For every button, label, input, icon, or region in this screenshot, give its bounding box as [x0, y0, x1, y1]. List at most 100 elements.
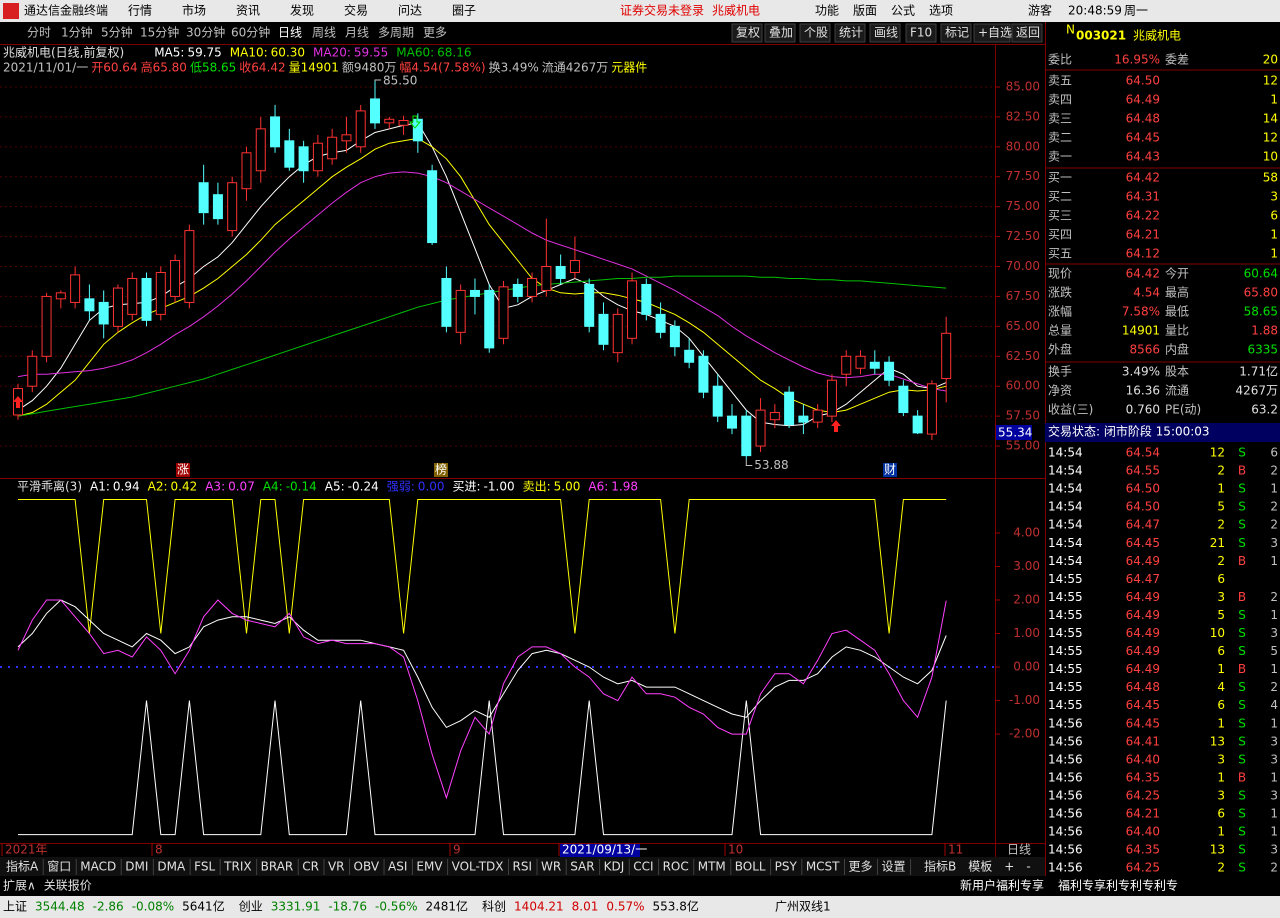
indicator-tab[interactable]: SAR	[570, 860, 594, 874]
label: 流通	[1165, 384, 1189, 398]
indicator-tab[interactable]: PSY	[775, 860, 798, 874]
action-button[interactable]: 统计	[839, 26, 863, 40]
candle-body	[412, 118, 423, 142]
action-button[interactable]: F10	[910, 26, 932, 40]
y-tick-label: 60.00	[1006, 379, 1040, 393]
indicator-tab[interactable]: MTM	[698, 860, 726, 874]
indicator-tab[interactable]: 指标B	[924, 859, 956, 874]
indicator-tab[interactable]: ASI	[388, 860, 407, 874]
indicator-tab[interactable]: FSL	[194, 860, 215, 874]
indicator-tab[interactable]: CCI	[633, 860, 653, 874]
menu-item[interactable]: 资讯	[236, 4, 260, 18]
candle-body	[284, 140, 295, 168]
label: 股本	[1165, 365, 1189, 379]
label: 委差	[1165, 53, 1189, 67]
action-button[interactable]: 叠加	[769, 26, 793, 40]
period-tab[interactable]: 月线	[345, 26, 369, 40]
bottom-tab[interactable]: 关联报价	[44, 878, 92, 893]
indicator-tab[interactable]: +	[1004, 860, 1014, 874]
action-button[interactable]: 返回	[1016, 26, 1040, 40]
date-label: 8	[155, 843, 163, 857]
indicator-tab[interactable]: TRIX	[223, 860, 251, 874]
period-tab[interactable]: 分时	[27, 26, 51, 40]
ask-volume: 12	[1263, 74, 1278, 88]
y-tick-label: 4.00	[1013, 525, 1040, 539]
trade-volume: 5	[1217, 500, 1225, 514]
indicator-tab[interactable]: KDJ	[604, 860, 625, 874]
label: 买四	[1048, 228, 1072, 242]
trade-time: 14:55	[1048, 572, 1083, 586]
value: 64.42	[1126, 267, 1160, 281]
indicator-tab[interactable]: 窗口	[47, 860, 71, 874]
indicator-tab[interactable]: 指标A	[6, 859, 39, 874]
date-label: 9	[453, 843, 461, 857]
indicator-tab[interactable]: 设置	[882, 860, 906, 874]
menu-item[interactable]: 版面	[853, 4, 877, 18]
indicator-tab[interactable]: RSI	[513, 860, 533, 874]
menu-stock: 兆威机电	[712, 4, 760, 18]
period-tab[interactable]: 1分钟	[61, 25, 93, 40]
indicator-tab[interactable]: VR	[328, 860, 345, 874]
indicator-tab[interactable]: 模板	[968, 860, 992, 874]
trade-count: 1	[1270, 825, 1278, 839]
indicator-tab[interactable]: MACD	[80, 860, 116, 874]
trade-volume: 2	[1217, 464, 1225, 478]
trade-side: S	[1238, 752, 1246, 766]
indicator-tab[interactable]: CR	[302, 860, 319, 874]
menu-item[interactable]: 交易	[344, 3, 368, 18]
indicator-tab[interactable]: MCST	[806, 860, 840, 874]
period-tab[interactable]: 多周期	[378, 26, 414, 40]
period-tab[interactable]: 15分钟	[140, 25, 179, 40]
period-tab[interactable]: 60分钟	[231, 25, 270, 40]
bottom-tab[interactable]: 扩展∧	[3, 879, 36, 893]
action-button[interactable]: 个股	[804, 26, 828, 40]
value: 14901	[1122, 324, 1160, 338]
indicator-tab[interactable]: BOLL	[735, 860, 766, 874]
legend-value: 5.00	[554, 480, 581, 494]
trade-side: B	[1238, 554, 1246, 568]
trade-price: 64.41	[1126, 734, 1160, 748]
y-tick-label: 2.00	[1013, 593, 1040, 607]
candle-body	[512, 283, 523, 297]
label: 换手	[1048, 365, 1072, 379]
indicator-tab[interactable]: EMV	[416, 860, 443, 874]
menu-item[interactable]: 市场	[182, 3, 206, 18]
menu-item[interactable]: 功能	[815, 4, 839, 18]
action-button[interactable]: 画线	[874, 26, 898, 40]
period-tab[interactable]: 30分钟	[186, 25, 225, 40]
candle-body	[469, 289, 480, 297]
indicator-tab[interactable]: ROC	[663, 860, 689, 874]
period-tab[interactable]: 5分钟	[101, 25, 133, 40]
menu-item[interactable]: 公式	[891, 4, 915, 18]
trade-count: 3	[1270, 536, 1278, 550]
menu-item[interactable]: 发现	[290, 3, 314, 18]
ask-volume: 1	[1270, 93, 1278, 107]
period-tab[interactable]: 更多	[423, 26, 447, 40]
indicator-tab[interactable]: DMI	[125, 860, 148, 874]
cursor-bg	[996, 425, 1032, 440]
indicator-tab[interactable]: DMA	[157, 860, 186, 874]
label: 卖二	[1048, 131, 1072, 145]
indicator-tab[interactable]: WR	[541, 860, 561, 874]
trade-side: S	[1238, 716, 1246, 730]
high-pointer	[374, 79, 381, 81]
status-item: -0.56%	[375, 900, 417, 914]
value: 3.49%	[1122, 365, 1160, 379]
menu-item[interactable]: 圈子	[452, 4, 476, 18]
indicator-tab[interactable]: -	[1026, 860, 1030, 874]
menu-item[interactable]: 问达	[398, 4, 422, 18]
menu-item[interactable]: 行情	[128, 4, 152, 18]
action-button[interactable]: 标记	[945, 26, 969, 40]
status-item: 科创	[482, 900, 506, 914]
user[interactable]: 游客	[1028, 3, 1052, 18]
action-button-bg	[1011, 23, 1043, 43]
action-button[interactable]: 复权	[736, 26, 760, 40]
period-tab[interactable]: 日线	[278, 26, 302, 40]
menu-item[interactable]: 选项	[929, 4, 953, 18]
indicator-tab[interactable]: 更多	[849, 860, 873, 874]
action-button[interactable]: +自选	[978, 26, 1012, 40]
period-tab[interactable]: 周线	[312, 26, 336, 40]
indicator-tab[interactable]: BRAR	[261, 860, 294, 874]
indicator-tab[interactable]: VOL-TDX	[452, 860, 504, 874]
indicator-tab[interactable]: OBV	[354, 860, 380, 874]
